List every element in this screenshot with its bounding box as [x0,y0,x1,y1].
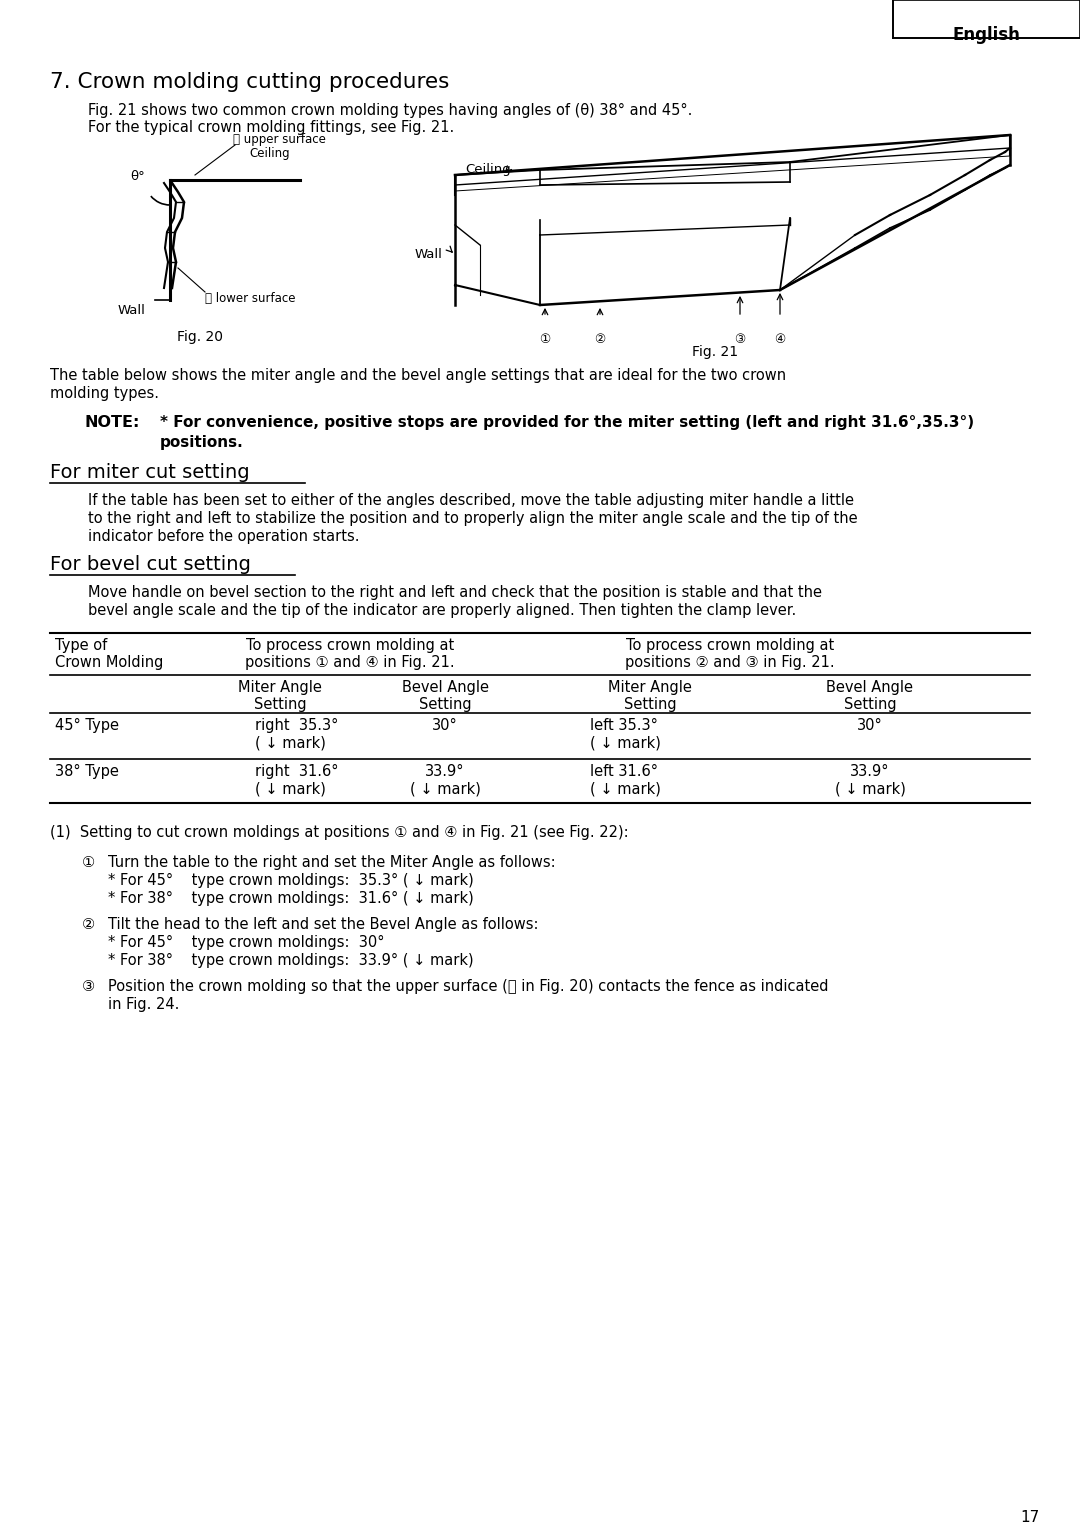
Text: To process crown molding at: To process crown molding at [626,639,834,652]
Text: Setting: Setting [623,697,676,712]
Text: ( ↓ mark): ( ↓ mark) [255,735,326,750]
Text: NOTE:: NOTE: [85,416,140,429]
Text: left 35.3°: left 35.3° [590,718,658,733]
Text: ①: ① [539,333,551,345]
Text: Tilt the head to the left and set the Bevel Angle as follows:: Tilt the head to the left and set the Be… [108,917,539,932]
Text: 38° Type: 38° Type [55,764,119,779]
Text: right  31.6°: right 31.6° [255,764,338,779]
Text: Wall: Wall [415,248,443,261]
Text: Ceiling: Ceiling [249,147,289,160]
Text: English: English [953,26,1020,44]
Text: Ⓐ upper surface: Ⓐ upper surface [233,133,326,147]
Bar [893,0,1080,38]
Text: ( ↓ mark): ( ↓ mark) [409,781,481,796]
Text: To process crown molding at: To process crown molding at [246,639,454,652]
Text: ②: ② [594,333,606,345]
Text: positions.: positions. [160,435,244,451]
Text: * For 45°    type crown moldings:  35.3° ( ↓ mark): * For 45° type crown moldings: 35.3° ( ↓… [108,872,474,888]
Text: Fig. 20: Fig. 20 [177,330,222,344]
Text: ④: ④ [774,333,785,345]
Text: Ⓑ lower surface: Ⓑ lower surface [205,292,296,306]
Text: If the table has been set to either of the angles described, move the table adju: If the table has been set to either of t… [87,494,854,507]
Text: left 31.6°: left 31.6° [590,764,658,779]
Text: ③: ③ [82,979,95,995]
Text: Crown Molding: Crown Molding [55,656,163,669]
Text: bevel angle scale and the tip of the indicator are properly aligned. Then tighte: bevel angle scale and the tip of the ind… [87,604,796,617]
Text: Setting: Setting [843,697,896,712]
Text: molding types.: molding types. [50,387,159,400]
Text: * For 45°    type crown moldings:  30°: * For 45° type crown moldings: 30° [108,935,384,950]
Text: θ°: θ° [130,170,145,183]
Text: The table below shows the miter angle and the bevel angle settings that are idea: The table below shows the miter angle an… [50,368,786,384]
Text: Turn the table to the right and set the Miter Angle as follows:: Turn the table to the right and set the … [108,856,555,869]
Text: positions ① and ④ in Fig. 21.: positions ① and ④ in Fig. 21. [245,656,455,669]
Text: 33.9°: 33.9° [850,764,890,779]
Text: Miter Angle: Miter Angle [608,680,692,695]
Text: ( ↓ mark): ( ↓ mark) [255,781,326,796]
Text: ( ↓ mark): ( ↓ mark) [835,781,905,796]
Text: Ceiling: Ceiling [465,163,511,176]
Text: (1)  Setting to cut crown moldings at positions ① and ④ in Fig. 21 (see Fig. 22): (1) Setting to cut crown moldings at pos… [50,825,629,840]
Text: right  35.3°: right 35.3° [255,718,338,733]
Text: to the right and left to stabilize the position and to properly align the miter : to the right and left to stabilize the p… [87,510,858,526]
Text: Miter Angle: Miter Angle [238,680,322,695]
Text: 30°: 30° [432,718,458,733]
Text: * For 38°    type crown moldings:  33.9° ( ↓ mark): * For 38° type crown moldings: 33.9° ( ↓… [108,953,474,969]
Text: * For 38°    type crown moldings:  31.6° ( ↓ mark): * For 38° type crown moldings: 31.6° ( ↓… [108,891,474,906]
Text: 7. Crown molding cutting procedures: 7. Crown molding cutting procedures [50,72,449,92]
Text: ②: ② [82,917,95,932]
Text: Fig. 21 shows two common crown molding types having angles of (θ) 38° and 45°.: Fig. 21 shows two common crown molding t… [87,102,692,118]
Text: Setting: Setting [254,697,307,712]
Text: * For convenience, positive stops are provided for the miter setting (left and r: * For convenience, positive stops are pr… [160,416,974,429]
Text: indicator before the operation starts.: indicator before the operation starts. [87,529,360,544]
Text: For bevel cut setting: For bevel cut setting [50,555,251,575]
Text: 17: 17 [1021,1510,1040,1525]
Text: Wall: Wall [118,304,146,316]
Text: Type of: Type of [55,639,107,652]
Text: Fig. 21: Fig. 21 [692,345,738,359]
Text: Position the crown molding so that the upper surface (Ⓐ in Fig. 20) contacts the: Position the crown molding so that the u… [108,979,828,995]
Text: Move handle on bevel section to the right and left and check that the position i: Move handle on bevel section to the righ… [87,585,822,601]
Text: 30°: 30° [858,718,882,733]
Text: ①: ① [82,856,95,869]
Text: ( ↓ mark): ( ↓ mark) [590,735,661,750]
Text: For miter cut setting: For miter cut setting [50,463,249,481]
Text: For the typical crown molding fittings, see Fig. 21.: For the typical crown molding fittings, … [87,121,455,134]
Text: 45° Type: 45° Type [55,718,119,733]
Text: 33.9°: 33.9° [426,764,464,779]
Text: ( ↓ mark): ( ↓ mark) [590,781,661,796]
Text: in Fig. 24.: in Fig. 24. [108,996,179,1012]
Text: Bevel Angle: Bevel Angle [826,680,914,695]
Text: Setting: Setting [419,697,471,712]
Text: positions ② and ③ in Fig. 21.: positions ② and ③ in Fig. 21. [625,656,835,669]
Text: Bevel Angle: Bevel Angle [402,680,488,695]
Text: ③: ③ [734,333,745,345]
